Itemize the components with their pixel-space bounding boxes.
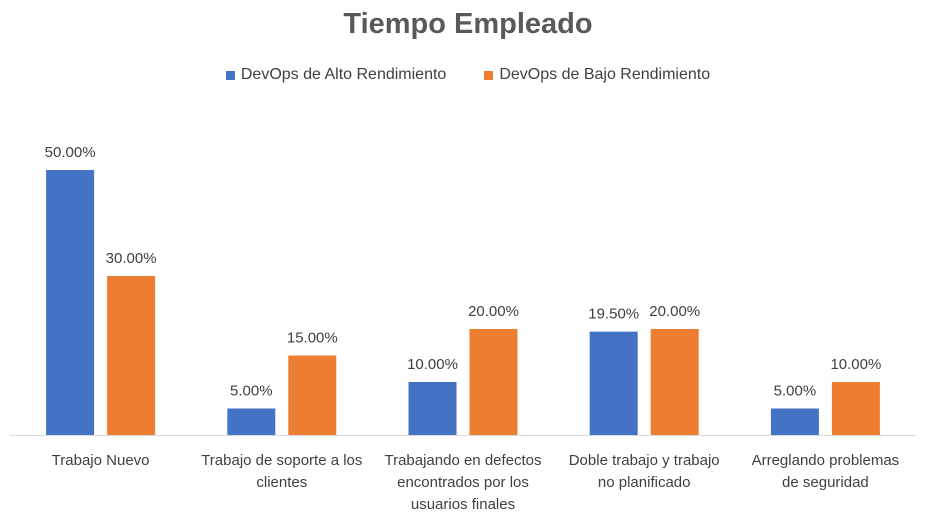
legend-label-series-2: DevOps de Bajo Rendimiento (499, 66, 711, 83)
category-label-3-line-1: Trabajando en defectos (384, 452, 541, 469)
bar-series-2-cat-1 (107, 276, 156, 435)
data-label-series-1-cat-1: 50.00% (45, 144, 96, 161)
data-label-series-2-cat-5: 10.00% (830, 356, 881, 373)
legend-swatch-series-2 (484, 70, 494, 80)
bar-series-2-cat-4 (650, 329, 699, 435)
category-label-2-line-2: clientes (256, 474, 307, 491)
category-label-1: Trabajo Nuevo (52, 452, 150, 469)
data-label-series-1-cat-3: 10.00% (407, 356, 458, 373)
category-label-3: Trabajando en defectos encontrados por lo… (384, 452, 541, 513)
category-label-5: Arreglando problemas de seguridad (752, 452, 900, 491)
category-label-4-line-2: no planificado (598, 474, 691, 491)
category-label-5-line-1: Arreglando problemas (752, 452, 900, 469)
data-label-series-1-cat-5: 5.00% (774, 383, 817, 400)
legend-label-series-1: DevOps de Alto Rendimiento (240, 66, 447, 83)
legend-item-series-2: DevOps de Bajo Rendimiento (484, 66, 710, 84)
category-label-4: Doble trabajo y trabajo no planificado (569, 452, 720, 491)
chart-legend: DevOps de Alto Rendimiento DevOps de Baj… (0, 66, 936, 84)
bar-series-1-cat-3 (408, 382, 457, 435)
bar-series-1-cat-5 (770, 408, 819, 435)
category-label-2: Trabajo de soporte a los clientes (201, 452, 362, 491)
bar-series-2-cat-5 (831, 382, 880, 435)
chart-title: Tiempo Empleado (343, 8, 593, 40)
data-label-series-2-cat-1: 30.00% (106, 250, 157, 267)
bar-series-1-cat-1 (46, 170, 95, 435)
data-label-series-1-cat-4: 19.50% (588, 306, 639, 323)
category-label-1-line-1: Trabajo Nuevo (52, 452, 150, 469)
data-label-series-2-cat-4: 20.00% (649, 303, 700, 320)
bar-series-2-cat-3 (469, 329, 518, 435)
category-label-2-line-1: Trabajo de soporte a los (201, 452, 362, 469)
bar-series-1-cat-2 (227, 408, 276, 435)
data-label-series-2-cat-3: 20.00% (468, 303, 519, 320)
category-label-4-line-1: Doble trabajo y trabajo (569, 452, 720, 469)
legend-item-series-1: DevOps de Alto Rendimiento (225, 66, 447, 84)
data-label-series-2-cat-2: 15.00% (287, 330, 338, 347)
bar-series-1-cat-4 (589, 331, 638, 435)
bar-series-2-cat-2 (288, 355, 337, 435)
data-label-series-1-cat-2: 5.00% (230, 383, 273, 400)
category-label-3-line-3: usuarios finales (411, 496, 515, 513)
legend-swatch-series-1 (225, 70, 235, 80)
category-label-3-line-2: encontrados por los (397, 474, 529, 491)
category-label-5-line-2: de seguridad (782, 474, 869, 491)
